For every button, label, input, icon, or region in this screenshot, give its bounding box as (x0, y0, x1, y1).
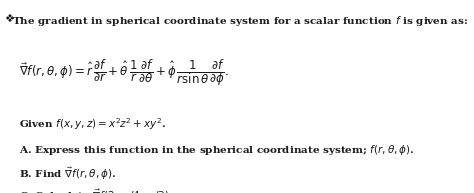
Text: B. Find $\vec{\nabla}f(r, \theta, \phi)$.: B. Find $\vec{\nabla}f(r, \theta, \phi)$… (19, 166, 116, 182)
Text: $\vec{\nabla}f(r,\theta,\phi) = \hat{r}\,\dfrac{\partial f}{\partial r} + \hat{\: $\vec{\nabla}f(r,\theta,\phi) = \hat{r}\… (19, 58, 229, 88)
Text: Given $f(x,y,z) = x^2z^2 + xy^2$.: Given $f(x,y,z) = x^2z^2 + xy^2$. (19, 116, 166, 132)
Text: A. Express this function in the spherical coordinate system; $f(r, \theta, \phi): A. Express this function in the spherica… (19, 143, 415, 157)
Text: ❖: ❖ (5, 14, 22, 24)
Text: The gradient in spherical coordinate system for a scalar function $f$ is given a: The gradient in spherical coordinate sys… (5, 14, 468, 28)
Text: C. Calculate $\vec{\nabla}f(2,\ \pi/4,\ \pi/3)$: C. Calculate $\vec{\nabla}f(2,\ \pi/4,\ … (19, 187, 169, 193)
